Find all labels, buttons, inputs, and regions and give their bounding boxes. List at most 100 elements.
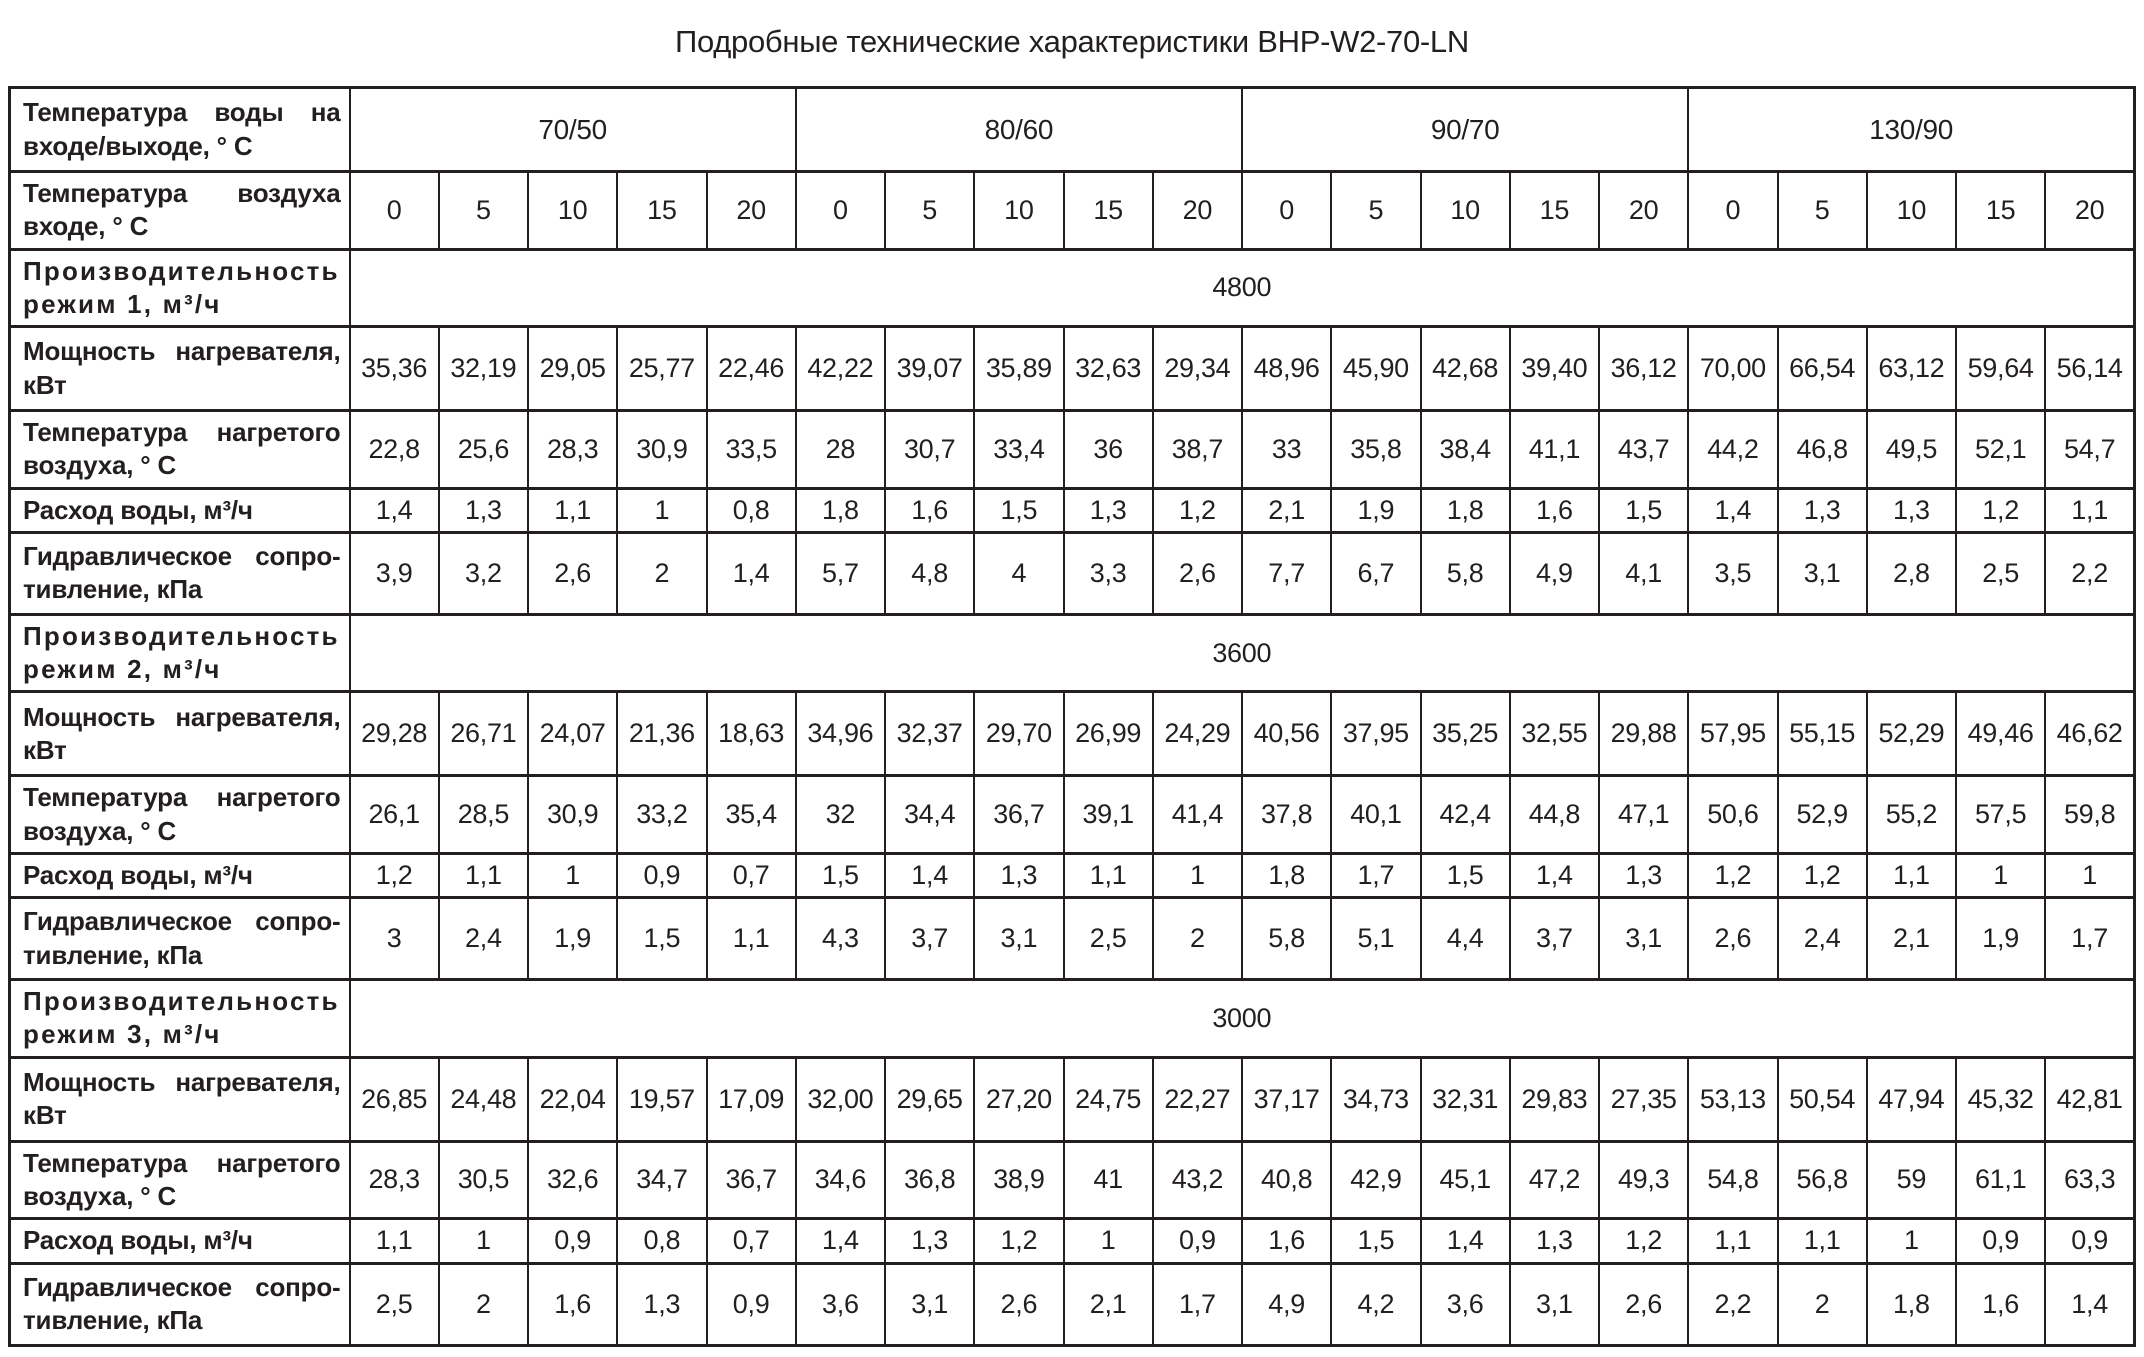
value-cell: 32,19 <box>437 325 530 413</box>
water-temp-group-cell: 70/50 <box>348 86 797 173</box>
value-cell: 3,1 <box>1597 896 1690 982</box>
value-cell: 1,7 <box>2044 896 2136 982</box>
value-cell: 1,8 <box>794 486 887 534</box>
table-row: Мощность нагревателя, кВт 26,85 24,48 22,04… <box>8 1055 2136 1143</box>
table-row: Температура воздуха входе, ° С 0 5 10 15 20 0 5… <box>8 170 2136 251</box>
row-label-cell: Расход воды, м³/ч <box>8 1217 351 1265</box>
value-cell: 1,1 <box>1776 1217 1868 1265</box>
value-cell: 57,95 <box>1687 690 1779 778</box>
value-cell: 27,35 <box>1597 1055 1690 1143</box>
value-cell: 1,5 <box>973 486 1065 534</box>
value-cell: 42,9 <box>1330 1139 1422 1221</box>
value-cell: 1,7 <box>1151 1261 1244 1347</box>
air-temp-cell: 0 <box>1240 170 1333 251</box>
air-temp-cell: 0 <box>794 170 887 251</box>
value-cell: 32,63 <box>1062 325 1154 413</box>
value-cell: 30,7 <box>883 409 976 490</box>
value-cell: 4,8 <box>883 530 976 616</box>
water-temp-label: Температура воды на входе/выходе, ° С <box>8 86 351 173</box>
value-cell: 1,4 <box>883 851 976 900</box>
value-cell: 32,55 <box>1508 690 1601 778</box>
value-cell: 3,1 <box>973 896 1065 982</box>
table-row: Расход воды, м³/ч 1,2 1,1 1 0,9 0,7 1,5 1,4 1,3 1… <box>8 851 2136 900</box>
value-cell: 29,34 <box>1151 325 1244 413</box>
value-cell: 70,00 <box>1687 325 1779 413</box>
value-cell: 32,00 <box>794 1055 887 1143</box>
value-cell: 43,2 <box>1151 1139 1244 1221</box>
value-cell: 52,1 <box>1954 409 2047 490</box>
value-cell: 3,1 <box>1508 1261 1601 1347</box>
row-label-cell: Мощность нагревателя, кВт <box>8 690 351 778</box>
value-cell: 4 <box>973 530 1065 616</box>
value-cell: 29,05 <box>526 325 619 413</box>
value-cell: 17,09 <box>705 1055 797 1143</box>
value-cell: 49,5 <box>1865 409 1958 490</box>
value-cell: 55,15 <box>1776 690 1868 778</box>
air-temp-cell: 20 <box>705 170 797 251</box>
value-cell: 39,40 <box>1508 325 1601 413</box>
value-cell: 1,3 <box>616 1261 708 1347</box>
value-cell: 24,48 <box>437 1055 530 1143</box>
value-cell: 38,7 <box>1151 409 1244 490</box>
value-cell: 1,9 <box>526 896 619 982</box>
value-cell: 0,8 <box>705 486 797 534</box>
value-cell: 42,22 <box>794 325 887 413</box>
value-cell: 63,12 <box>1865 325 1958 413</box>
air-temp-cell: 20 <box>2044 170 2136 251</box>
value-cell: 32,6 <box>526 1139 619 1221</box>
value-cell: 49,3 <box>1597 1139 1690 1221</box>
value-cell: 19,57 <box>616 1055 708 1143</box>
value-cell: 1,4 <box>1419 1217 1511 1265</box>
value-cell: 0,7 <box>705 851 797 900</box>
value-cell: 2 <box>616 530 708 616</box>
value-cell: 55,2 <box>1865 774 1958 855</box>
value-cell: 34,7 <box>616 1139 708 1221</box>
table-row: Мощность нагревателя, кВт 35,36 32,19 29,05… <box>8 325 2136 413</box>
value-cell: 4,4 <box>1419 896 1511 982</box>
value-cell: 45,32 <box>1954 1055 2047 1143</box>
value-cell: 25,6 <box>437 409 530 490</box>
value-cell: 0,9 <box>705 1261 797 1347</box>
capacity-value-cell: 4800 <box>348 247 2136 329</box>
value-cell: 1,1 <box>2044 486 2136 534</box>
value-cell: 47,1 <box>1597 774 1690 855</box>
table-row: Гидравлическое сопро-тивление, кПа 3 2,4 1,… <box>8 896 2136 982</box>
value-cell: 26,1 <box>348 774 440 855</box>
air-temp-cell: 10 <box>973 170 1065 251</box>
capacity-value-cell: 3000 <box>348 978 2136 1059</box>
value-cell: 38,4 <box>1419 409 1511 490</box>
value-cell: 1,2 <box>1151 486 1244 534</box>
value-cell: 2,1 <box>1240 486 1333 534</box>
value-cell: 39,1 <box>1062 774 1154 855</box>
value-cell: 1,2 <box>1954 486 2047 534</box>
value-cell: 28,3 <box>526 409 619 490</box>
value-cell: 37,8 <box>1240 774 1333 855</box>
air-temp-cell: 10 <box>1865 170 1958 251</box>
value-cell: 47,2 <box>1508 1139 1601 1221</box>
value-cell: 35,8 <box>1330 409 1422 490</box>
value-cell: 30,9 <box>526 774 619 855</box>
value-cell: 24,29 <box>1151 690 1244 778</box>
air-temp-cell: 5 <box>1776 170 1868 251</box>
value-cell: 36 <box>1062 409 1154 490</box>
value-cell: 36,7 <box>705 1139 797 1221</box>
value-cell: 57,5 <box>1954 774 2047 855</box>
value-cell: 21,36 <box>616 690 708 778</box>
value-cell: 54,7 <box>2044 409 2136 490</box>
value-cell: 26,99 <box>1062 690 1154 778</box>
row-label-cell: Температура нагретого воздуха, ° С <box>8 409 351 490</box>
value-cell: 2 <box>1776 1261 1868 1347</box>
value-cell: 0,8 <box>616 1217 708 1265</box>
value-cell: 2,6 <box>1597 1261 1690 1347</box>
value-cell: 35,89 <box>973 325 1065 413</box>
value-cell: 1,8 <box>1865 1261 1958 1347</box>
capacity-value-cell: 3600 <box>348 612 2136 694</box>
water-temp-group-cell: 90/70 <box>1240 86 1690 173</box>
value-cell: 5,7 <box>794 530 887 616</box>
value-cell: 1,3 <box>973 851 1065 900</box>
value-cell: 2 <box>1151 896 1244 982</box>
row-label-cell: Гидравлическое сопро-тивление, кПа <box>8 530 351 616</box>
value-cell: 52,29 <box>1865 690 1958 778</box>
value-cell: 29,65 <box>883 1055 976 1143</box>
value-cell: 1,6 <box>1240 1217 1333 1265</box>
